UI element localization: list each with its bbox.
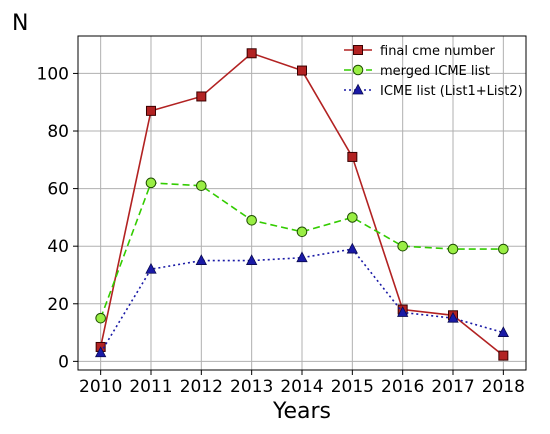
x-tick-label: 2012 xyxy=(180,377,223,397)
data-point xyxy=(347,151,358,162)
x-axis-ticks: 2010 2011 2012 2013 2014 2015 2016 2017 2018 xyxy=(79,370,525,397)
y-tick-label: 40 xyxy=(47,237,69,257)
data-point xyxy=(246,214,257,226)
data-point xyxy=(447,243,459,255)
grid xyxy=(78,36,526,370)
data-point xyxy=(145,177,157,189)
legend-marker xyxy=(352,64,364,76)
series-layer xyxy=(94,48,510,361)
data-point xyxy=(498,350,509,361)
x-tick-label: 2018 xyxy=(482,377,525,397)
data-point xyxy=(397,306,409,317)
y-tick-label: 20 xyxy=(47,295,69,315)
data-point xyxy=(195,254,207,265)
legend-marker xyxy=(352,83,364,95)
data-point xyxy=(145,262,157,274)
x-tick-label: 2011 xyxy=(129,377,172,397)
data-point xyxy=(347,212,358,223)
x-tick-label: 2015 xyxy=(331,377,374,397)
x-tick-label: 2013 xyxy=(230,377,273,397)
data-point xyxy=(497,326,510,337)
series-line xyxy=(99,182,504,319)
y-axis-ticks: 0 20 40 60 80 100 xyxy=(37,64,78,372)
data-point xyxy=(346,242,358,254)
y-tick-label: 60 xyxy=(47,180,69,200)
legend-label: merged ICME list xyxy=(380,64,490,79)
data-point xyxy=(196,180,207,192)
data-point xyxy=(296,226,308,238)
x-tick-label: 2017 xyxy=(431,377,474,397)
data-point xyxy=(397,240,408,252)
x-tick-label: 2014 xyxy=(280,377,323,397)
y-tick-label: 0 xyxy=(58,352,69,372)
y-tick-label: 100 xyxy=(37,64,69,84)
legend-marker xyxy=(353,45,363,55)
data-point xyxy=(196,91,207,102)
legend-label: final cme number xyxy=(380,44,495,59)
data-point xyxy=(246,254,258,265)
x-axis-title: Years xyxy=(272,399,331,424)
data-point xyxy=(94,346,107,358)
data-point xyxy=(447,311,459,323)
data-point xyxy=(246,48,257,59)
series-line xyxy=(99,248,504,354)
data-point xyxy=(297,65,307,76)
legend-label: ICME list (List1+List2) xyxy=(380,84,523,99)
data-point xyxy=(95,312,106,324)
data-point xyxy=(145,105,156,116)
legend: final cme number merged ICME list ICME lis… xyxy=(344,44,523,99)
y-tick-label: 80 xyxy=(47,122,69,142)
series-2 xyxy=(94,242,510,358)
x-tick-label: 2010 xyxy=(79,377,122,397)
series-1 xyxy=(95,177,509,324)
data-point xyxy=(296,251,308,263)
data-point xyxy=(498,243,509,255)
x-tick-label: 2016 xyxy=(381,377,424,397)
y-axis-title: N xyxy=(12,11,28,36)
